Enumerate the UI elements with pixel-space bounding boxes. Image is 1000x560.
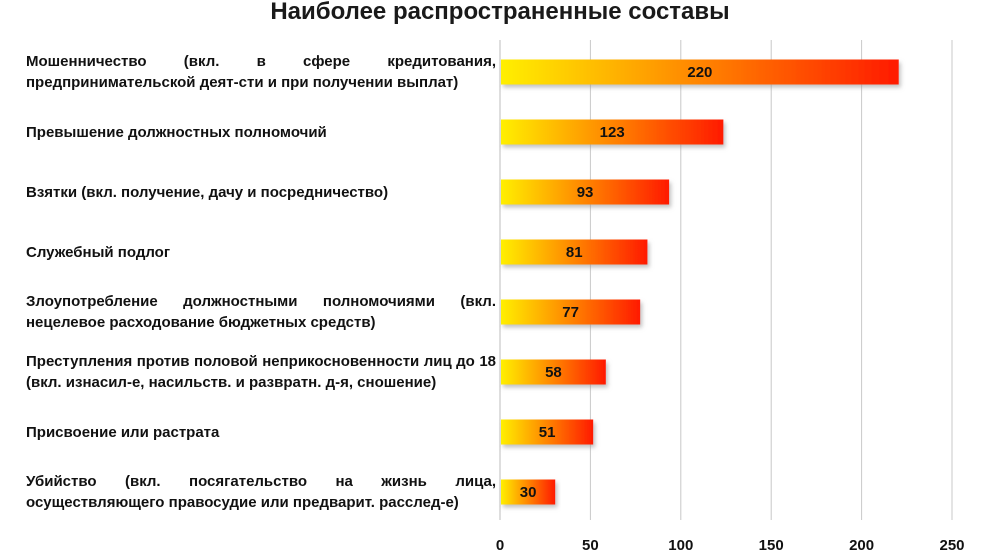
category-label-text: Взятки (вкл. получение, дачу и посреднич… xyxy=(26,183,389,201)
category-label-text: Превышение должностных полномочий xyxy=(26,123,327,141)
bar xyxy=(501,299,641,325)
bar xyxy=(501,419,594,445)
bar-value-label: 123 xyxy=(600,124,625,141)
bar xyxy=(501,179,670,205)
category-label: Присвоение или растрата xyxy=(26,402,496,462)
bar-value-label: 220 xyxy=(687,64,712,81)
category-label: Преступления против половой неприкоснове… xyxy=(26,342,496,402)
category-label: Злоупотребление должностными полномочиям… xyxy=(26,282,496,342)
bar-value-label: 81 xyxy=(566,244,583,261)
bar-value-label: 30 xyxy=(520,484,537,501)
chart-title: Наиболее распространенные составы xyxy=(270,0,730,25)
bar xyxy=(501,59,899,85)
category-label: Убийство (вкл. посягательство на жизнь л… xyxy=(26,462,496,522)
x-tick-label: 150 xyxy=(759,537,784,554)
bar-value-label: 77 xyxy=(562,304,579,321)
category-label-text: Присвоение или растрата xyxy=(26,423,220,441)
x-tick-label: 0 xyxy=(496,537,504,554)
x-tick-label: 250 xyxy=(939,537,964,554)
category-label: Мошенничество (вкл. в сфере кредитования… xyxy=(26,42,496,102)
bar-value-label: 93 xyxy=(577,184,594,201)
bar xyxy=(501,239,648,265)
category-label-text: Злоупотребление должностными полномочиям… xyxy=(26,293,496,331)
bar xyxy=(501,479,556,505)
category-label: Превышение должностных полномочий xyxy=(26,102,496,162)
bar xyxy=(501,119,724,145)
category-label-text: Служебный подлог xyxy=(26,243,171,261)
bar xyxy=(501,359,606,385)
category-label: Служебный подлог xyxy=(26,222,496,282)
x-tick-label: 200 xyxy=(849,537,874,554)
category-label: Взятки (вкл. получение, дачу и посреднич… xyxy=(26,162,496,222)
x-tick-label: 50 xyxy=(582,537,599,554)
x-tick-label: 100 xyxy=(668,537,693,554)
category-label-text: Убийство (вкл. посягательство на жизнь л… xyxy=(26,473,496,511)
category-label-text: Преступления против половой неприкоснове… xyxy=(26,353,496,391)
category-label-text: Мошенничество (вкл. в сфере кредитования… xyxy=(26,53,496,91)
bar-value-label: 51 xyxy=(539,424,556,441)
bar-value-label: 58 xyxy=(545,364,562,381)
